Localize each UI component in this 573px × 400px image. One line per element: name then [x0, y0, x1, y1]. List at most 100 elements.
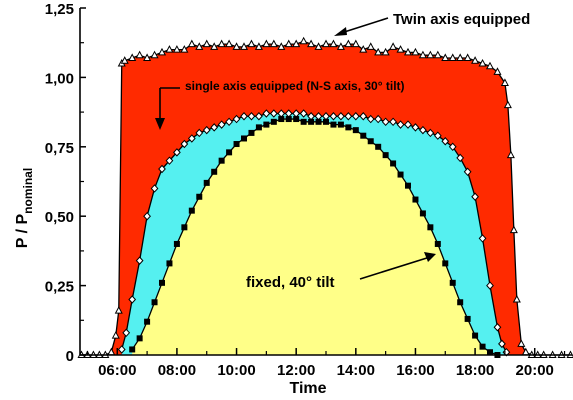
- marker-square-point: [270, 118, 277, 125]
- marker-diamond-point: [117, 345, 126, 354]
- marker-square-point: [144, 318, 151, 325]
- marker-diamond-point: [262, 109, 271, 118]
- marker-triangle-point: [114, 306, 123, 314]
- marker-square-point: [457, 299, 464, 306]
- marker-triangle-point: [187, 39, 196, 48]
- marker-diamond-point: [433, 131, 442, 140]
- marker-diamond-point: [463, 167, 472, 177]
- marker-diamond-point: [329, 112, 338, 121]
- marker-diamond-point: [381, 117, 390, 127]
- marker-diamond-point: [344, 112, 353, 121]
- marker-square-point: [211, 168, 218, 175]
- marker-diamond-point: [143, 211, 151, 221]
- marker-triangle-point: [262, 39, 271, 48]
- marker-triangle-point: [463, 53, 472, 61]
- marker-diamond-point: [210, 123, 219, 132]
- marker-triangle-point: [195, 42, 204, 50]
- marker-square-point: [300, 118, 307, 125]
- marker-square-point: [248, 129, 255, 136]
- annotation-fixed-label: fixed, 40° tilt: [246, 274, 335, 291]
- marker-diamond-point: [225, 117, 233, 127]
- marker-triangle-point: [269, 39, 278, 48]
- marker-diamond-point: [419, 125, 427, 135]
- marker-diamond-point: [337, 112, 345, 121]
- marker-triangle-point: [165, 45, 174, 53]
- marker-square-point: [419, 210, 426, 217]
- marker-square-point: [233, 141, 240, 148]
- marker-triangle-point: [359, 45, 368, 53]
- marker-triangle-point: [517, 339, 526, 347]
- marker-square-point: [151, 299, 158, 306]
- marker-square-point: [442, 260, 449, 267]
- marker-diamond-point: [351, 112, 360, 121]
- marker-triangle-point: [403, 47, 413, 56]
- marker-square-point: [479, 343, 486, 350]
- marker-diamond-point: [493, 322, 502, 332]
- marker-diamond-point: [217, 120, 226, 129]
- marker-triangle-point: [277, 42, 286, 50]
- marker-diamond-point: [448, 142, 457, 152]
- marker-square-point: [136, 335, 143, 342]
- svg-text:P / Pnominal: P / Pnominal: [14, 168, 35, 248]
- x-tick-label: 12:00: [277, 362, 315, 379]
- marker-square-point: [382, 152, 389, 159]
- marker-diamond-point: [359, 112, 368, 121]
- x-tick-label: 20:00: [516, 362, 554, 379]
- y-tick-label: 1,25: [45, 1, 74, 18]
- marker-square-point: [285, 116, 292, 123]
- marker-diamond-point: [195, 128, 204, 138]
- marker-square-point: [434, 240, 441, 247]
- marker-square-point: [241, 135, 247, 142]
- marker-triangle-point: [448, 53, 457, 61]
- marker-diamond-point: [366, 114, 375, 124]
- marker-triangle-point: [225, 39, 234, 48]
- marker-square-point: [173, 240, 180, 247]
- x-tick-label: 10:00: [217, 362, 255, 379]
- marker-triangle-point: [366, 42, 375, 50]
- marker-diamond-point: [165, 156, 174, 165]
- marker-triangle-point: [150, 50, 159, 59]
- marker-triangle-point: [239, 42, 249, 50]
- marker-triangle-point: [344, 39, 353, 48]
- x-tick-label: 14:00: [337, 362, 375, 379]
- marker-diamond-point: [478, 234, 487, 243]
- y-axis-title-main: P / P: [14, 213, 31, 248]
- marker-square-point: [464, 315, 471, 322]
- marker-triangle-point: [217, 39, 226, 48]
- marker-triangle-point: [247, 39, 256, 48]
- marker-square-point: [278, 116, 285, 123]
- x-axis-title: Time: [289, 380, 326, 397]
- marker-triangle-point: [426, 50, 435, 59]
- marker-square-point: [159, 279, 165, 286]
- series-markers: [77, 36, 573, 358]
- marker-triangle-point: [329, 39, 338, 48]
- marker-triangle-point: [120, 56, 129, 64]
- marker-square-point: [218, 157, 225, 164]
- marker-triangle-point: [411, 47, 420, 56]
- marker-triangle-point: [396, 45, 405, 53]
- marker-diamond-point: [299, 109, 308, 118]
- marker-square-point: [255, 124, 262, 131]
- marker-diamond-point: [411, 123, 420, 132]
- marker-triangle-point: [254, 42, 263, 50]
- marker-square-point: [367, 138, 374, 145]
- marker-triangle-point: [143, 53, 152, 61]
- marker-triangle-point: [478, 58, 487, 67]
- annotation-twin: Twin axis equipped: [334, 11, 530, 36]
- marker-triangle-point: [374, 47, 383, 56]
- marker-triangle-point: [111, 331, 120, 339]
- marker-diamond-point: [374, 114, 383, 124]
- marker-diamond-point: [396, 120, 405, 129]
- y-axis-title: P / Pnominal: [14, 168, 35, 248]
- marker-square-point: [181, 224, 188, 231]
- marker-diamond-point: [498, 339, 506, 349]
- marker-square-point: [188, 207, 195, 214]
- marker-triangle-point: [336, 42, 345, 50]
- marker-diamond-point: [158, 164, 166, 174]
- annotation-twin-label: Twin axis equipped: [393, 11, 530, 28]
- marker-triangle-point: [351, 39, 360, 48]
- y-tick-label: 0,75: [45, 140, 74, 157]
- marker-square-point: [129, 346, 136, 353]
- marker-diamond-point: [150, 184, 159, 193]
- marker-square-point: [412, 196, 419, 203]
